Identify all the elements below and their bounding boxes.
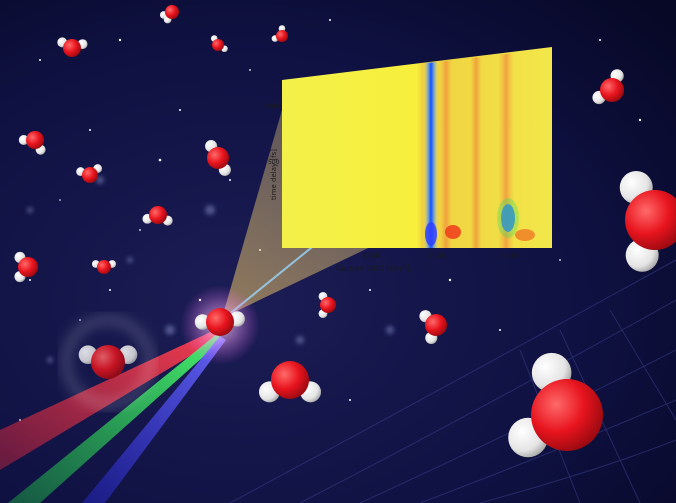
x-axis-label: Raman shift [cm-1] — [336, 264, 410, 273]
water-molecule — [142, 206, 173, 226]
oxygen-atom — [276, 30, 288, 42]
oxygen-atom — [82, 167, 98, 183]
hydrogen-atom — [194, 314, 211, 330]
water-molecule — [14, 251, 38, 283]
molecule-halo — [61, 315, 155, 409]
oxygen-atom — [91, 345, 125, 379]
oxygen-atom — [425, 314, 447, 336]
oxygen-atom — [212, 39, 224, 51]
water-molecule — [419, 310, 447, 344]
band-2500 — [424, 62, 438, 248]
blue-laser-beam — [82, 336, 226, 503]
water-molecule — [159, 5, 179, 24]
x-tick-2500: 2500 — [428, 252, 446, 260]
water-molecule — [210, 35, 228, 53]
green-laser-beam — [8, 334, 222, 503]
y-tick-500: 500 — [268, 159, 280, 166]
spot-red-1 — [445, 225, 461, 239]
water-molecules — [14, 5, 676, 458]
water-molecule — [258, 361, 322, 403]
y-tick-1000: 1000 — [264, 103, 279, 110]
oxygen-atom — [625, 190, 676, 250]
oxygen-atom — [207, 147, 229, 169]
y-axis-label: time delay [fs] — [270, 149, 278, 200]
oxygen-atom — [165, 5, 179, 19]
water-molecule — [271, 25, 288, 42]
spot-orange-3 — [515, 229, 535, 241]
bokeh — [27, 176, 394, 363]
water-molecule — [619, 171, 676, 272]
water-molecule — [76, 164, 103, 183]
oxygen-atom — [600, 78, 624, 102]
oxygen-atom — [206, 308, 234, 336]
spot-blue-2 — [501, 204, 515, 232]
spot-green-2 — [497, 198, 519, 238]
water-molecule — [78, 345, 138, 379]
starfield — [19, 19, 642, 421]
oxygen-atom — [26, 131, 44, 149]
spot-blue-1 — [425, 222, 437, 246]
oxygen-atom — [63, 39, 81, 57]
water-molecule — [592, 69, 624, 105]
oxygen-atom — [531, 379, 603, 451]
water-molecule — [57, 37, 88, 57]
band-3200 — [470, 57, 482, 248]
band-3500 — [498, 53, 514, 248]
band-2600 — [440, 60, 452, 248]
water-molecule — [508, 352, 603, 458]
oxygen-atom — [320, 297, 336, 313]
water-molecule — [18, 131, 46, 155]
water-molecule — [91, 260, 117, 274]
x-tick-1500: 1500 — [362, 252, 380, 260]
oxygen-atom — [97, 260, 111, 274]
oxygen-atom — [271, 361, 309, 399]
water-molecule — [194, 308, 245, 336]
oxygen-atom — [149, 206, 167, 224]
x-tick-3500: 3500 — [500, 252, 518, 260]
water-molecule — [205, 140, 231, 176]
raman-spectrum-inset: time delay [fs] 1000 500 1500 2500 3500 … — [264, 47, 552, 273]
spectrum-panel — [282, 47, 552, 248]
hydrogen-atom — [278, 25, 286, 32]
water-molecule — [318, 291, 336, 319]
oxygen-atom — [18, 257, 38, 277]
hydrogen-atom — [18, 135, 29, 145]
